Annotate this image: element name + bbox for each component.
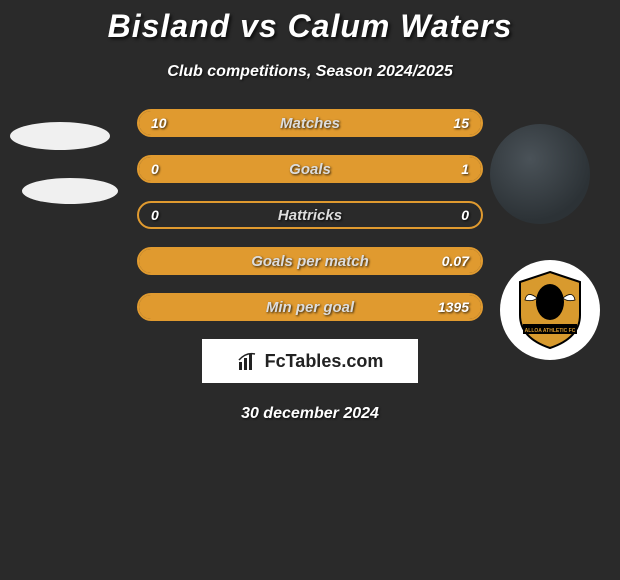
stat-value-left: 0 — [151, 207, 159, 223]
stat-row: 0 Hattricks 0 — [137, 201, 483, 229]
stat-row: 0 Goals 1 — [137, 155, 483, 183]
stat-label: Matches — [280, 115, 340, 132]
date-text: 30 december 2024 — [0, 405, 620, 423]
stat-row: 10 Matches 15 — [137, 109, 483, 137]
stat-value-right: 0 — [461, 207, 469, 223]
stat-row: Goals per match 0.07 — [137, 247, 483, 275]
stat-label: Min per goal — [266, 299, 354, 316]
stat-value-right: 1395 — [438, 299, 469, 315]
stat-value-right: 15 — [453, 115, 469, 131]
logo-text: FcTables.com — [265, 351, 384, 372]
stat-value-left: 10 — [151, 115, 167, 131]
subtitle: Club competitions, Season 2024/2025 — [0, 63, 620, 81]
crest-text: ALLOA ATHLETIC FC — [525, 328, 576, 334]
stat-row: Min per goal 1395 — [137, 293, 483, 321]
bar-chart-icon — [237, 350, 259, 372]
stat-label: Goals per match — [251, 253, 369, 270]
stat-label: Goals — [289, 161, 331, 178]
source-logo: FcTables.com — [202, 339, 418, 383]
page-title: Bisland vs Calum Waters — [0, 8, 620, 45]
stat-label: Hattricks — [278, 207, 342, 224]
stat-value-right: 0.07 — [442, 253, 469, 269]
stats-area: 10Matches150Goals10Hattricks0Goals per m… — [0, 109, 620, 321]
stat-value-right: 1 — [461, 161, 469, 177]
stat-value-left: 0 — [151, 161, 159, 177]
